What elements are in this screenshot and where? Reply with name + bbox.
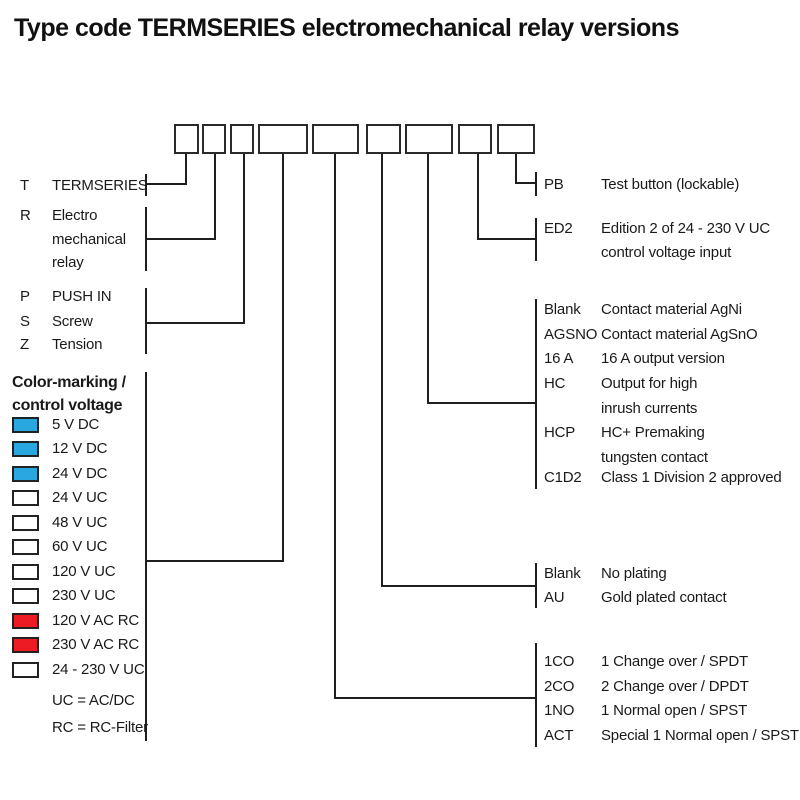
desc-agsno: Contact material AgSnO	[601, 326, 758, 343]
voltage-note-rc: RC = RC-Filter	[52, 719, 148, 736]
voltage-note-uc: UC = AC/DC	[52, 692, 135, 709]
color-swatch	[12, 417, 39, 433]
voltage-label: 230 V UC	[52, 587, 116, 604]
voltage-label: 12 V DC	[52, 440, 108, 457]
label-tension: Tension	[52, 336, 103, 353]
voltage-label: 60 V UC	[52, 538, 108, 555]
code-16a: 16 A	[544, 350, 574, 367]
code-2co: 2CO	[544, 678, 575, 695]
color-swatch	[12, 466, 39, 482]
voltage-label: 48 V UC	[52, 514, 108, 531]
color-swatch	[12, 564, 39, 580]
code-relay: R	[20, 207, 31, 224]
color-swatch	[12, 441, 39, 457]
desc-noplating: No plating	[601, 565, 667, 582]
box-connection	[230, 124, 254, 154]
desc-1co: 1 Change over / SPDT	[601, 653, 748, 670]
desc-1no: 1 Normal open / SPST	[601, 702, 748, 719]
desc-hc-line2: inrush currents	[601, 400, 698, 417]
code-1co: 1CO	[544, 653, 575, 670]
desc-ed2-line1: Edition 2 of 24 - 230 V UC	[601, 220, 771, 237]
code-agni: Blank	[544, 301, 581, 318]
code-hcp: HCP	[544, 424, 576, 441]
desc-au: Gold plated contact	[601, 589, 727, 606]
color-swatch	[12, 490, 39, 506]
box-plating	[366, 124, 401, 154]
box-series	[174, 124, 199, 154]
label-pushin: PUSH IN	[52, 288, 112, 305]
page-title: Type code TERMSERIES electromechanical r…	[14, 14, 679, 42]
label-relay-line1: Electro	[52, 207, 98, 224]
desc-c1d2: Class 1 Division 2 approved	[601, 469, 782, 486]
desc-hcp-line1: HC+ Premaking	[601, 424, 705, 441]
box-contact-material	[405, 124, 453, 154]
color-swatch	[12, 637, 39, 653]
color-swatch	[12, 662, 39, 678]
code-act: ACT	[544, 727, 574, 744]
code-hc: HC	[544, 375, 566, 392]
label-screw: Screw	[52, 313, 93, 330]
code-series: T	[20, 177, 29, 194]
code-au: AU	[544, 589, 565, 606]
desc-agni: Contact material AgNi	[601, 301, 742, 318]
voltage-label: 24 V DC	[52, 465, 108, 482]
desc-pb: Test button (lockable)	[601, 176, 740, 193]
voltage-heading-line2: control voltage	[12, 397, 123, 414]
code-agsno: AGSNO	[544, 326, 598, 343]
color-swatch	[12, 588, 39, 604]
desc-2co: 2 Change over / DPDT	[601, 678, 749, 695]
code-c1d2: C1D2	[544, 469, 582, 486]
desc-hc-line1: Output for high	[601, 375, 698, 392]
label-series: TERMSERIES	[52, 177, 148, 194]
code-screw: S	[20, 313, 30, 330]
desc-hcp-line2: tungsten contact	[601, 449, 708, 466]
voltage-label: 5 V DC	[52, 416, 100, 433]
code-noplating: Blank	[544, 565, 581, 582]
desc-ed2-line2: control voltage input	[601, 244, 732, 261]
code-pushin: P	[20, 288, 30, 305]
code-1no: 1NO	[544, 702, 575, 719]
code-tension: Z	[20, 336, 29, 353]
box-test-button	[497, 124, 535, 154]
color-swatch	[12, 613, 39, 629]
color-swatch	[12, 539, 39, 555]
label-relay-line2: mechanical	[52, 231, 126, 248]
voltage-label: 230 V AC RC	[52, 636, 140, 653]
box-contacts	[312, 124, 359, 154]
voltage-label: 120 V AC RC	[52, 612, 140, 629]
box-voltage	[258, 124, 308, 154]
code-ed2: ED2	[544, 220, 573, 237]
voltage-label: 24 V UC	[52, 489, 108, 506]
box-edition	[458, 124, 492, 154]
desc-16a: 16 A output version	[601, 350, 725, 367]
voltage-label: 24 - 230 V UC	[52, 661, 145, 678]
desc-act: Special 1 Normal open / SPST	[601, 727, 799, 744]
voltage-heading-line1: Color-marking /	[12, 374, 126, 391]
code-pb: PB	[544, 176, 564, 193]
color-swatch	[12, 515, 39, 531]
label-relay-line3: relay	[52, 254, 84, 271]
box-relay	[202, 124, 226, 154]
voltage-label: 120 V UC	[52, 563, 116, 580]
